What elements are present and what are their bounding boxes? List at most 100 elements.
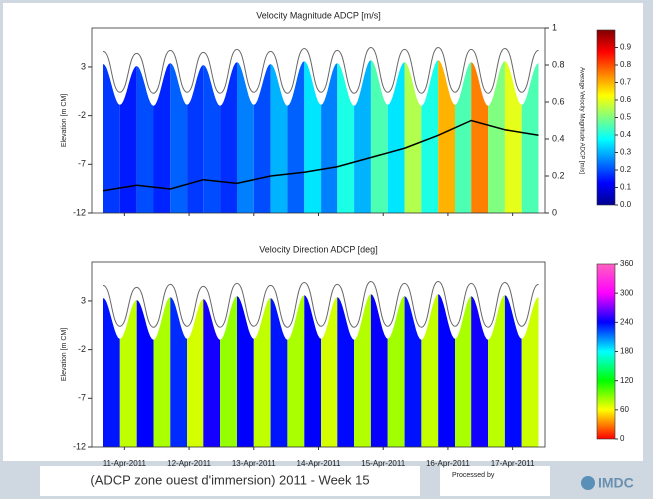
y-tick-label: -12 bbox=[73, 441, 86, 451]
colorbar-tick-label: 0.7 bbox=[620, 78, 632, 87]
data-cell bbox=[237, 62, 254, 213]
data-cell bbox=[387, 62, 405, 213]
data-cell bbox=[438, 294, 455, 447]
data-cell bbox=[103, 298, 120, 447]
data-cell bbox=[404, 62, 422, 213]
data-cell bbox=[119, 66, 137, 213]
y-tick-label: -7 bbox=[78, 393, 86, 403]
y-tick-label: -2 bbox=[78, 110, 86, 120]
y2-tick-label: 0.4 bbox=[552, 133, 565, 143]
data-cell bbox=[521, 297, 539, 447]
data-cell bbox=[321, 297, 338, 447]
data-cell bbox=[136, 66, 154, 213]
data-cell bbox=[153, 63, 171, 213]
colorbar-tick-label: 240 bbox=[620, 317, 634, 326]
data-cell bbox=[455, 62, 472, 213]
colorbar-tick-label: 0.4 bbox=[620, 130, 632, 139]
colorbar-tick-label: 120 bbox=[620, 376, 634, 385]
data-cell bbox=[287, 61, 305, 213]
y2-tick-label: 0.6 bbox=[552, 96, 565, 106]
colorbar bbox=[596, 29, 616, 206]
panel-title: Velocity Magnitude ADCP [m/s] bbox=[256, 10, 380, 20]
colorbar-tick-label: 0.9 bbox=[620, 43, 632, 52]
data-cell bbox=[304, 295, 322, 447]
data-cell bbox=[438, 60, 455, 213]
data-cell bbox=[337, 297, 355, 447]
data-cell bbox=[404, 296, 422, 447]
data-cell bbox=[471, 296, 489, 447]
colorbar-tick-label: 0 bbox=[620, 434, 625, 443]
y-tick-label: -2 bbox=[78, 344, 86, 354]
data-cell bbox=[220, 62, 237, 213]
logo-mark bbox=[581, 476, 595, 490]
x-tick-label: 17-Apr-2011 bbox=[491, 459, 535, 468]
data-cell bbox=[187, 65, 204, 213]
data-cell bbox=[354, 294, 371, 447]
y2-tick-label: 1 bbox=[552, 22, 557, 32]
colorbar-tick-label: 0.5 bbox=[620, 113, 632, 122]
y-tick-label: -7 bbox=[78, 159, 86, 169]
y-tick-label: 3 bbox=[81, 61, 86, 71]
panel-title: Velocity Direction ADCP [deg] bbox=[259, 244, 377, 254]
colorbar-tick-label: 0.3 bbox=[620, 148, 632, 157]
y-axis-label: Elevation [m CM] bbox=[61, 94, 68, 147]
data-cell bbox=[370, 60, 388, 213]
data-cell bbox=[521, 63, 539, 213]
data-cell bbox=[370, 294, 388, 447]
x-tick-label: 12-Apr-2011 bbox=[167, 459, 211, 468]
data-cell bbox=[455, 296, 472, 447]
data-cell bbox=[354, 60, 371, 213]
y2-tick-label: 0.8 bbox=[552, 59, 565, 69]
water-level bbox=[102, 46, 539, 94]
data-cell bbox=[153, 297, 171, 447]
data-cell bbox=[488, 295, 505, 447]
data-cell bbox=[136, 300, 154, 447]
data-cell bbox=[270, 298, 288, 447]
y2-tick-label: 0.2 bbox=[552, 170, 565, 180]
data-cell bbox=[421, 60, 439, 213]
data-cell bbox=[203, 299, 221, 447]
data-cell bbox=[504, 295, 522, 447]
colorbar-tick-label: 0.1 bbox=[620, 183, 632, 192]
colorbar-tick-label: 0.6 bbox=[620, 95, 632, 104]
data-cell bbox=[337, 63, 355, 213]
average-line bbox=[102, 119, 539, 192]
colorbar-tick-label: 0.8 bbox=[620, 60, 632, 69]
colorbar-tick-label: 300 bbox=[620, 288, 634, 297]
colorbar-tick-label: 0.2 bbox=[620, 165, 632, 174]
data-cell bbox=[488, 61, 505, 213]
data-cell bbox=[187, 299, 204, 447]
water-level bbox=[102, 280, 539, 328]
y-tick-label: -12 bbox=[73, 207, 86, 217]
caption: (ADCP zone ouest d'immersion) 2011 - Wee… bbox=[90, 472, 369, 487]
data-cell bbox=[253, 64, 271, 213]
y-tick-label: 3 bbox=[81, 295, 86, 305]
data-cell bbox=[321, 63, 338, 213]
colorbar-tick-label: 180 bbox=[620, 347, 634, 356]
data-cell bbox=[237, 296, 254, 447]
data-cell bbox=[421, 294, 439, 447]
x-tick-label: 16-Apr-2011 bbox=[426, 459, 470, 468]
data-cell bbox=[504, 61, 522, 213]
colorbar-tick-label: 0.0 bbox=[620, 200, 632, 209]
processed-box bbox=[440, 466, 550, 496]
data-cell bbox=[170, 63, 188, 213]
x-tick-label: 14-Apr-2011 bbox=[297, 459, 341, 468]
data-cell bbox=[304, 61, 322, 213]
colorbar-tick-label: 360 bbox=[620, 259, 634, 268]
data-cell bbox=[103, 64, 120, 213]
data-cell bbox=[170, 297, 188, 447]
y-axis-label: Elevation [m CM] bbox=[61, 328, 68, 381]
y2-tick-label: 0 bbox=[552, 207, 557, 217]
data-cell bbox=[287, 295, 305, 447]
data-cell bbox=[387, 296, 405, 447]
y2-axis-label: Average Velocity Magnitude ADCP [m/s] bbox=[578, 67, 584, 174]
processed-by: Processed by bbox=[452, 472, 495, 479]
x-tick-label: 11-Apr-2011 bbox=[103, 459, 147, 468]
x-tick-label: 13-Apr-2011 bbox=[232, 459, 276, 468]
logo: IMDC bbox=[598, 475, 634, 491]
x-tick-label: 15-Apr-2011 bbox=[361, 459, 405, 468]
colorbar bbox=[596, 263, 616, 440]
data-cell bbox=[471, 62, 489, 213]
